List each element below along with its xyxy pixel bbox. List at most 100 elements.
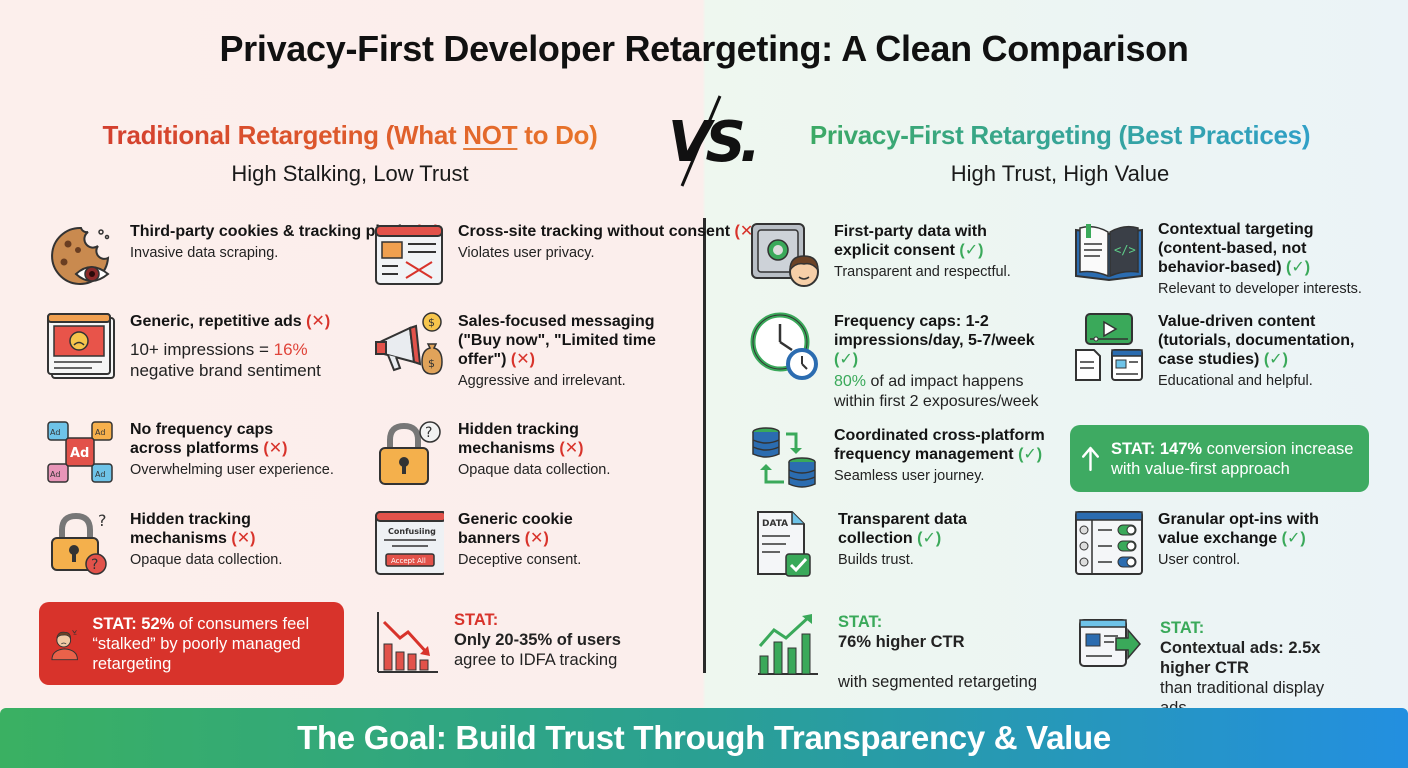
list-item: </> Contextual targeting (content-based,… — [1074, 220, 1362, 298]
check-mark-icon: (✓) — [1281, 530, 1306, 547]
check-mark-icon: (✓) — [959, 242, 984, 259]
item-title: Frequency caps: 1-2 impressions/day, 5-7… — [834, 313, 1035, 368]
item-title: Generic, repetitive ads (✕) — [130, 313, 331, 330]
stat-text: STAT: 76% higher CTR with segmented reta… — [838, 613, 1038, 691]
heading-not: NOT — [463, 120, 518, 150]
item-title: Coordinated cross-platform frequency man… — [834, 427, 1045, 463]
item-desc: User control. — [1158, 552, 1241, 568]
x-mark-icon: (✕) — [510, 351, 535, 368]
data-doc-label: DATA — [762, 519, 788, 529]
item-desc: Opaque data collection. — [458, 462, 611, 478]
database-sync-icon — [752, 427, 816, 488]
lock-question-icon: ? — [379, 421, 441, 485]
list-item: First-party data with explicit consent (… — [750, 222, 1011, 292]
x-mark-icon: (✕) — [559, 440, 584, 457]
stat-text: STAT: Only 20-35% of users agree to IDFA… — [454, 611, 621, 669]
check-mark-icon: (✓) — [834, 351, 859, 368]
svg-text:Ad: Ad — [50, 428, 60, 437]
stat-contextual: STAT: Contextual ads: 2.5x higher CTR th… — [1078, 618, 1350, 718]
x-mark-icon: (✕) — [306, 313, 331, 330]
item-title: Cross-site tracking without consent (✕) — [458, 223, 759, 240]
list-item: ? ? Hidden tracking mechanisms (✕) Opaqu… — [46, 510, 282, 580]
svg-text:?: ? — [425, 425, 432, 441]
page-title: Privacy-First Developer Retargeting: A C… — [219, 28, 1189, 69]
code-book-icon: </> — [1075, 224, 1143, 282]
heading-pre: Traditional Retargeting (What — [102, 120, 464, 150]
item-title: No frequency caps across platforms (✕) — [130, 421, 288, 457]
stat-text: STAT: 147% conversion increase with valu… — [1110, 439, 1354, 478]
cookie-banner-heading: Confusiing — [388, 527, 436, 536]
check-mark-icon: (✓) — [1263, 351, 1288, 368]
heading-post: to Do) — [517, 120, 598, 150]
item-desc: Deceptive consent. — [458, 552, 582, 568]
cookie-banner-icon: Confusiing Accept All — [375, 511, 444, 575]
check-mark-icon: (✓) — [917, 530, 942, 547]
x-mark-icon: (✕) — [524, 530, 549, 547]
goal-text: The Goal: Build Trust Through Transparen… — [297, 719, 1111, 756]
data-document-check-icon: DATA — [757, 511, 811, 577]
svg-text:?: ? — [91, 557, 98, 573]
item-desc: Aggressive and irrelevant. — [458, 373, 626, 389]
x-mark-icon: (✕) — [263, 440, 288, 457]
growth-chart-icon — [758, 614, 818, 675]
cookie-banner-button: Accept All — [391, 557, 426, 565]
item-title: First-party data with explicit consent (… — [834, 223, 987, 259]
svg-text:</>: </> — [1114, 243, 1136, 257]
toggle-settings-icon — [1075, 511, 1143, 575]
annoyed-person-icon — [51, 629, 78, 660]
stat-text: STAT: Contextual ads: 2.5x higher CTR th… — [1160, 619, 1325, 717]
svg-text:Ad: Ad — [50, 470, 60, 479]
item-desc: Transparent and respectful. — [834, 264, 1011, 280]
svg-text:?: ? — [98, 511, 107, 530]
svg-text:$: $ — [428, 357, 435, 370]
item-title: Value-driven content (tutorials, documen… — [1158, 313, 1355, 368]
stat-idfa: STAT: Only 20-35% of users agree to IDFA… — [376, 610, 654, 674]
list-item: Cross-site tracking without consent (✕) … — [374, 222, 759, 292]
svg-text:Ad: Ad — [70, 446, 89, 461]
item-desc: Educational and helpful. — [1158, 373, 1313, 389]
item-desc: Relevant to developer interests. — [1158, 281, 1362, 297]
item-desc: Invasive data scraping. — [130, 245, 279, 261]
privacy-first-heading: Privacy-First Retargeting (Best Practice… — [770, 120, 1350, 151]
list-item: Value-driven content (tutorials, documen… — [1074, 312, 1368, 390]
traditional-header: Traditional Retargeting (What NOT to Do)… — [60, 120, 640, 187]
list-item: Generic, repetitive ads (✕) 10+ impressi… — [46, 312, 330, 382]
list-item: Granular opt-ins with value exchange (✓)… — [1074, 510, 1338, 580]
item-desc: Violates user privacy. — [458, 245, 595, 261]
traditional-subheading: High Stalking, Low Trust — [231, 161, 469, 186]
sad-ad-window-icon — [47, 313, 115, 379]
svg-text:Ad: Ad — [95, 428, 105, 437]
list-item: Coordinated cross-platform frequency man… — [750, 426, 1064, 496]
item-title: Sales-focused messaging ("Buy now", "Lim… — [458, 313, 656, 368]
item-title: Generic cookie banners (✕) — [458, 511, 573, 547]
stat-ctr: STAT: 76% higher CTR with segmented reta… — [756, 612, 1068, 692]
list-item: ? Hidden tracking mechanisms (✕) Opaque … — [374, 420, 610, 490]
list-item: $ $ Sales-focused messaging ("Buy now", … — [374, 312, 658, 390]
privacy-first-header: Privacy-First Retargeting (Best Practice… — [770, 120, 1350, 187]
goal-banner: The Goal: Build Trust Through Transparen… — [0, 708, 1408, 768]
stat-stalked-box: STAT: 52% of consumers feel “stalked” by… — [39, 602, 344, 685]
x-mark-icon: (✕) — [231, 530, 256, 547]
item-title: Granular opt-ins with value exchange (✓) — [1158, 511, 1319, 547]
list-item: Frequency caps: 1-2 impressions/day, 5-7… — [750, 312, 1064, 412]
privacy-first-subheading: High Trust, High Value — [950, 161, 1170, 186]
cross-site-browser-icon — [375, 225, 443, 285]
item-desc: 80% of ad impact happens within first 2 … — [834, 373, 1039, 410]
list-item: Ad Ad Ad Ad Ad No frequency caps across … — [46, 420, 334, 490]
svg-text:Ad: Ad — [95, 470, 105, 479]
item-title: Transparent data collection (✓) — [838, 511, 967, 547]
vs-label: VS. — [668, 110, 761, 175]
contextual-ad-icon — [1079, 619, 1141, 667]
item-title: Contextual targeting (content-based, not… — [1158, 221, 1314, 276]
clock-icon — [750, 312, 818, 380]
video-docs-icon — [1075, 313, 1143, 381]
megaphone-money-icon: $ $ — [375, 312, 443, 375]
item-desc: Opaque data collection. — [130, 552, 283, 568]
safe-person-icon — [751, 223, 819, 287]
stat-text: STAT: 52% of consumers feel “stalked” by… — [92, 614, 310, 673]
list-item: DATA Transparent data collection (✓) Bui… — [756, 510, 988, 580]
arrow-up-icon — [1082, 446, 1099, 471]
traditional-heading: Traditional Retargeting (What NOT to Do) — [60, 120, 640, 151]
stat-conversion-box: STAT: 147% conversion increase with valu… — [1070, 425, 1369, 492]
item-desc: Builds trust. — [838, 552, 914, 568]
